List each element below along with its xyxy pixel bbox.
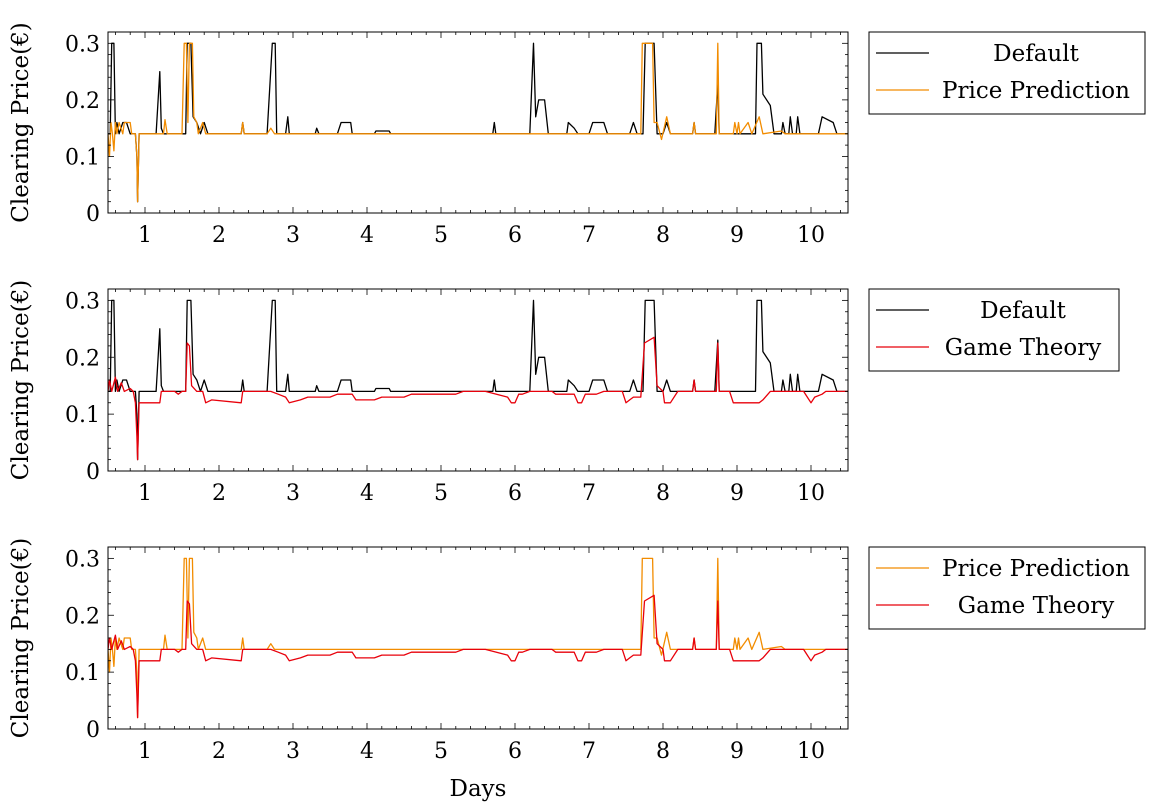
x-tick-label: 7	[582, 739, 596, 764]
x-tick-label: 6	[508, 481, 522, 506]
x-tick-label: 3	[286, 739, 300, 764]
chart-panel-3: 1 2 3 4 5 6 7 8 9 10 0 0.1 0.2 0.3 Clearing Price(€) Da…	[8, 538, 1146, 802]
legend-box	[868, 546, 1146, 630]
chart-panel-1: 1 2 3 4 5 6 7 8 9 10 0 0.1 0.2 0.3 Clearing Price(€) De…	[8, 22, 1146, 248]
chart-panel-2: 1 2 3 4 5 6 7 8 9 10 0 0.1 0.2 0.3 Clearing Price(€) De…	[8, 280, 1120, 506]
x-tick-label: 9	[730, 481, 744, 506]
legend-label: Game Theory	[945, 335, 1101, 361]
series-line-default	[108, 42, 848, 203]
y-axis-title: Clearing Price(€)	[8, 538, 34, 738]
y-tick-label: 0.1	[65, 403, 100, 428]
x-tick-label: 8	[656, 739, 670, 764]
x-tick-label: 8	[656, 481, 670, 506]
legend-label: Default	[980, 298, 1066, 324]
x-tick-label: 5	[434, 739, 448, 764]
x-tick-label: 6	[508, 223, 522, 248]
x-tick-label: 4	[360, 223, 374, 248]
plot-frame	[107, 546, 849, 730]
x-tick-label: 1	[138, 739, 152, 764]
legend: Default Price Prediction	[868, 31, 1146, 115]
y-axis-title: Clearing Price(€)	[8, 280, 34, 480]
legend: Default Game Theory	[868, 288, 1120, 372]
series-line-game-theory	[108, 594, 848, 719]
x-axis-title: Days	[450, 776, 507, 802]
legend-box	[868, 288, 1120, 372]
y-tick-label: 0.2	[65, 346, 100, 371]
x-tick-label: 2	[212, 481, 226, 506]
legend-label: Price Prediction	[942, 78, 1130, 104]
plot-frame	[107, 31, 849, 214]
x-tick-label: 9	[730, 223, 744, 248]
legend: Price Prediction Game Theory	[868, 546, 1146, 630]
x-tick-label: 8	[656, 223, 670, 248]
x-tick-label: 6	[508, 739, 522, 764]
x-tick-label: 7	[582, 223, 596, 248]
legend-label: Default	[993, 41, 1079, 67]
x-tick-label: 5	[434, 481, 448, 506]
x-tick-label: 5	[434, 223, 448, 248]
y-tick-label: 0.3	[65, 32, 100, 57]
series-line-default	[108, 299, 848, 461]
y-tick-label: 0.3	[65, 289, 100, 314]
x-tick-label: 10	[797, 739, 825, 764]
y-tick-label: 0.2	[65, 604, 100, 629]
x-tick-label: 3	[286, 223, 300, 248]
y-tick-label: 0.2	[65, 89, 100, 114]
x-tick-label: 7	[582, 481, 596, 506]
x-tick-label: 1	[138, 481, 152, 506]
y-tick-label: 0.3	[65, 547, 100, 572]
x-tick-label: 9	[730, 739, 744, 764]
x-tick-label: 10	[797, 223, 825, 248]
x-tick-label: 2	[212, 739, 226, 764]
x-tick-label: 2	[212, 223, 226, 248]
x-tick-label: 4	[360, 481, 374, 506]
legend-box	[868, 31, 1146, 115]
x-tick-label: 10	[797, 481, 825, 506]
y-tick-label: 0	[86, 202, 100, 227]
y-tick-label: 0.1	[65, 145, 100, 170]
series-line-game-theory	[108, 336, 848, 461]
x-tick-label: 3	[286, 481, 300, 506]
series-line-price-prediction	[108, 42, 848, 203]
y-tick-label: 0	[86, 460, 100, 485]
x-tick-label: 1	[138, 223, 152, 248]
legend-label: Price Prediction	[942, 556, 1130, 582]
y-axis-title: Clearing Price(€)	[8, 22, 34, 222]
y-tick-label: 0.1	[65, 661, 100, 686]
x-tick-label: 4	[360, 739, 374, 764]
y-tick-label: 0	[86, 718, 100, 743]
plot-frame	[107, 288, 849, 472]
legend-label: Game Theory	[958, 593, 1114, 619]
series-line-price-prediction	[108, 557, 848, 719]
